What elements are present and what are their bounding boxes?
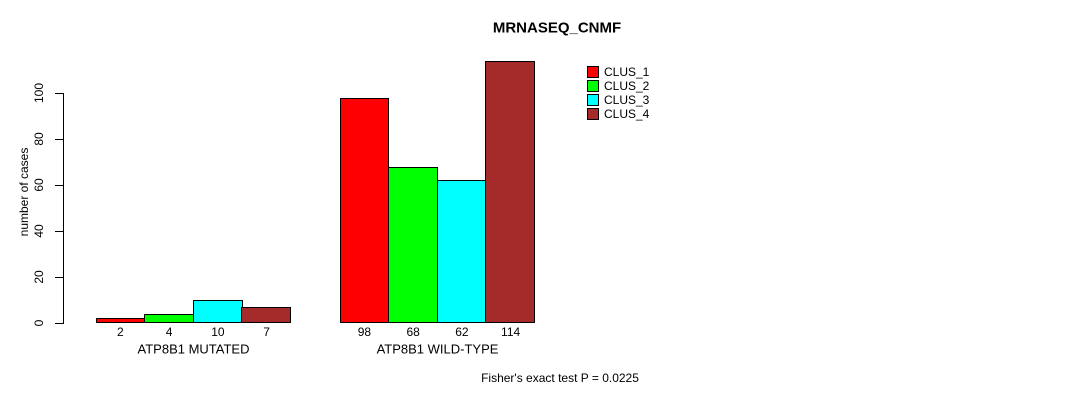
- legend-label: CLUS_3: [604, 93, 650, 107]
- y-axis-tick: [55, 139, 63, 140]
- bar: [144, 314, 194, 323]
- y-axis-tick: [55, 323, 63, 324]
- bar: [340, 98, 389, 323]
- y-axis-tick-label: 40: [32, 224, 46, 238]
- legend-swatch: [587, 80, 599, 92]
- y-axis-label: number of cases: [17, 147, 31, 237]
- legend-swatch: [587, 108, 599, 120]
- bar: [388, 167, 438, 323]
- bar: [193, 300, 243, 323]
- bar-value-label: 10: [211, 325, 225, 339]
- legend-label: CLUS_1: [604, 65, 650, 79]
- bar-value-label: 4: [165, 325, 173, 339]
- chart-title: MRNASEQ_CNMF: [492, 19, 622, 37]
- bar-value-label: 2: [117, 325, 124, 339]
- legend-swatch: [587, 94, 599, 106]
- x-axis-group-label: ATP8B1 MUTATED: [137, 341, 250, 357]
- y-axis-tick-label: 100: [32, 82, 46, 104]
- bar: [485, 61, 535, 323]
- legend-label: CLUS_2: [604, 79, 650, 93]
- y-axis-tick-label: 80: [32, 132, 46, 146]
- x-axis-group-label: ATP8B1 WILD-TYPE: [376, 341, 499, 357]
- y-axis-tick-label: 20: [32, 270, 46, 284]
- caption: Fisher's exact test P = 0.0225: [481, 371, 639, 385]
- y-axis-tick: [55, 277, 63, 278]
- bar-value-label: 114: [501, 325, 521, 339]
- y-axis-tick: [55, 93, 63, 94]
- y-axis-tick: [55, 185, 63, 186]
- legend-swatch: [587, 66, 599, 78]
- y-axis-tick-label: 0: [32, 319, 46, 327]
- bar-value-label: 62: [455, 325, 469, 339]
- bar: [96, 318, 145, 323]
- bar: [241, 307, 291, 323]
- y-axis-tick: [55, 231, 63, 232]
- bar-value-label: 98: [357, 325, 372, 339]
- bar-value-label: 68: [406, 325, 420, 339]
- bar: [437, 180, 487, 323]
- y-axis-line: [63, 93, 64, 324]
- legend-label: CLUS_4: [604, 107, 650, 121]
- bar-value-label: 7: [263, 325, 270, 339]
- y-axis-tick-label: 60: [32, 178, 46, 192]
